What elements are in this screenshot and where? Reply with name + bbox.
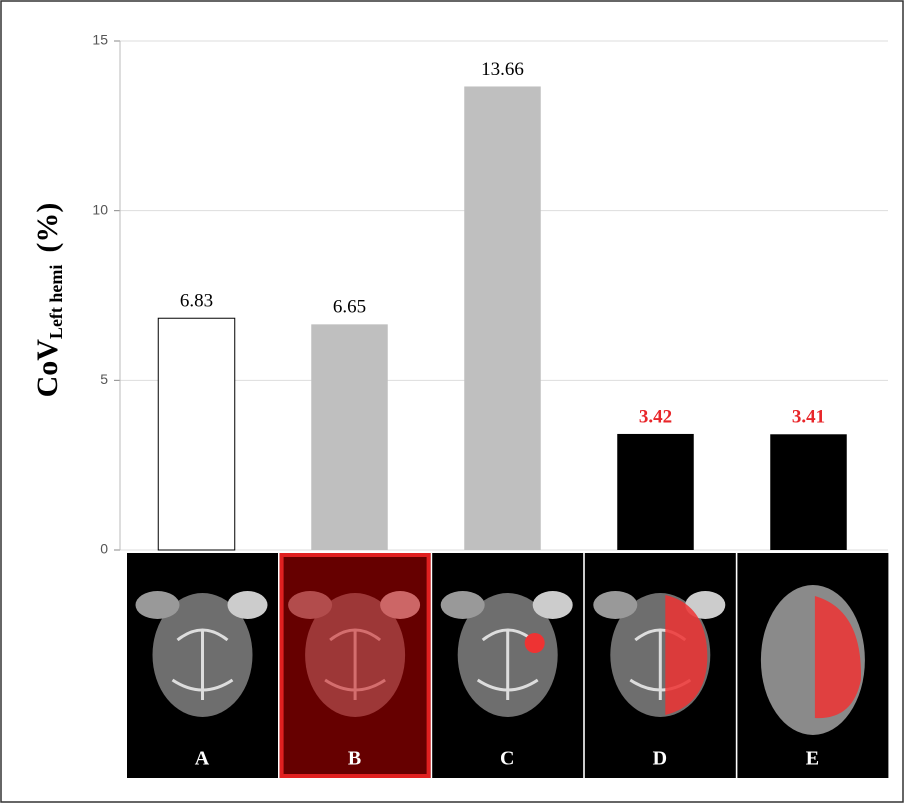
olfactory xyxy=(533,591,573,619)
x-tick-label: C xyxy=(500,748,514,770)
chart: CoVLeft hemi (%) 0 5 10 15 6.83 A 6.65 B 13.66 C 3.… xyxy=(0,0,904,803)
image-strip xyxy=(127,553,888,778)
x-tick-label: E xyxy=(806,748,819,770)
y-tick-label: 10 xyxy=(92,201,108,217)
y-tick-label: 15 xyxy=(92,32,108,48)
x-tick-label: B xyxy=(348,748,361,770)
value-label: 3.41 xyxy=(792,407,825,428)
y-label-unit: (%) xyxy=(31,203,64,253)
olfactory xyxy=(228,591,268,619)
overlay xyxy=(280,553,431,778)
olfactory xyxy=(136,591,180,619)
value-label: 6.83 xyxy=(180,291,213,312)
y-tick-label: 5 xyxy=(100,371,108,387)
value-label: 13.66 xyxy=(481,59,524,80)
bar xyxy=(158,318,235,550)
bar xyxy=(770,434,847,550)
x-tick-label: A xyxy=(195,748,210,770)
value-label: 3.42 xyxy=(639,406,672,427)
bar xyxy=(311,324,388,550)
bar xyxy=(617,434,694,550)
value-label: 6.65 xyxy=(333,297,366,318)
olfactory xyxy=(441,591,485,619)
x-tick-label: D xyxy=(653,748,667,770)
olfactory xyxy=(593,591,637,619)
bar xyxy=(464,86,541,550)
overlay xyxy=(525,633,545,653)
y-label-main: CoV xyxy=(31,339,64,398)
y-tick-label: 0 xyxy=(100,541,108,557)
y-label-subscript: Left hemi xyxy=(46,265,66,339)
